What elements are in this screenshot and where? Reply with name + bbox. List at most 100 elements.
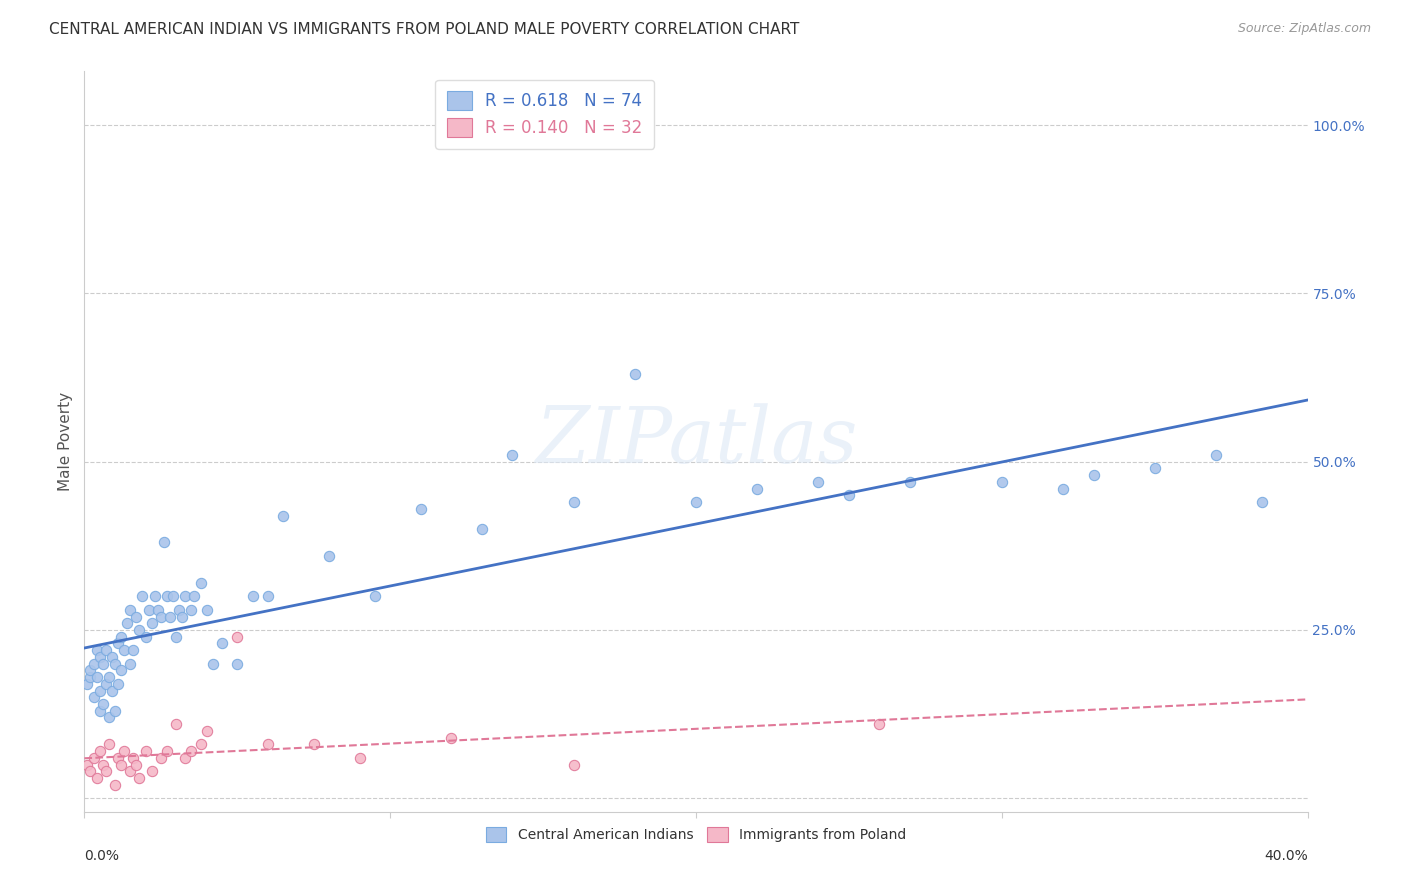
Point bbox=[349, 751, 371, 765]
Point bbox=[318, 549, 340, 563]
Point bbox=[83, 657, 105, 671]
Point bbox=[167, 603, 190, 617]
Point bbox=[112, 643, 135, 657]
Point bbox=[89, 649, 111, 664]
Point bbox=[104, 704, 127, 718]
Point bbox=[97, 710, 120, 724]
Point bbox=[86, 670, 108, 684]
Point bbox=[83, 751, 105, 765]
Text: Source: ZipAtlas.com: Source: ZipAtlas.com bbox=[1237, 22, 1371, 36]
Point bbox=[156, 744, 179, 758]
Point bbox=[110, 630, 132, 644]
Point bbox=[83, 690, 105, 705]
Point bbox=[156, 590, 179, 604]
Point bbox=[122, 751, 145, 765]
Point bbox=[86, 643, 108, 657]
Point bbox=[153, 535, 176, 549]
Point bbox=[107, 751, 129, 765]
Point bbox=[165, 630, 187, 644]
Point bbox=[190, 575, 212, 590]
Text: ZIPatlas: ZIPatlas bbox=[534, 403, 858, 480]
Point bbox=[685, 495, 707, 509]
Point bbox=[409, 501, 432, 516]
Point bbox=[97, 738, 120, 752]
Point bbox=[97, 670, 120, 684]
Point bbox=[1250, 495, 1272, 509]
Legend: Central American Indians, Immigrants from Poland: Central American Indians, Immigrants fro… bbox=[478, 821, 914, 849]
Point bbox=[138, 603, 160, 617]
Point bbox=[149, 751, 172, 765]
Point bbox=[1205, 448, 1227, 462]
Point bbox=[107, 677, 129, 691]
Point bbox=[91, 657, 114, 671]
Point bbox=[364, 590, 387, 604]
Point bbox=[104, 778, 127, 792]
Point bbox=[183, 590, 205, 604]
Point bbox=[125, 609, 148, 624]
Point bbox=[107, 636, 129, 650]
Text: CENTRAL AMERICAN INDIAN VS IMMIGRANTS FROM POLAND MALE POVERTY CORRELATION CHART: CENTRAL AMERICAN INDIAN VS IMMIGRANTS FR… bbox=[49, 22, 800, 37]
Point bbox=[149, 609, 172, 624]
Point bbox=[141, 764, 163, 779]
Point bbox=[101, 649, 124, 664]
Point bbox=[89, 683, 111, 698]
Point bbox=[174, 590, 197, 604]
Point bbox=[135, 744, 157, 758]
Point bbox=[747, 482, 769, 496]
Point bbox=[195, 723, 218, 738]
Point bbox=[174, 751, 197, 765]
Point bbox=[172, 609, 194, 624]
Point bbox=[201, 657, 224, 671]
Point bbox=[120, 764, 142, 779]
Point bbox=[898, 475, 921, 489]
Point bbox=[1083, 468, 1105, 483]
Point bbox=[120, 603, 142, 617]
Point bbox=[115, 616, 138, 631]
Point bbox=[131, 590, 153, 604]
Point bbox=[502, 448, 524, 462]
Point bbox=[195, 603, 218, 617]
Point bbox=[94, 643, 117, 657]
Point bbox=[226, 630, 249, 644]
Text: 0.0%: 0.0% bbox=[84, 849, 120, 863]
Point bbox=[101, 683, 124, 698]
Point bbox=[302, 738, 325, 752]
Point bbox=[1052, 482, 1074, 496]
Point bbox=[120, 657, 142, 671]
Point bbox=[869, 717, 891, 731]
Text: 40.0%: 40.0% bbox=[1264, 849, 1308, 863]
Point bbox=[79, 664, 101, 678]
Point bbox=[135, 630, 157, 644]
Point bbox=[79, 670, 101, 684]
Point bbox=[991, 475, 1014, 489]
Y-axis label: Male Poverty: Male Poverty bbox=[58, 392, 73, 491]
Point bbox=[257, 738, 280, 752]
Point bbox=[190, 738, 212, 752]
Point bbox=[146, 603, 169, 617]
Point bbox=[110, 757, 132, 772]
Point bbox=[76, 677, 98, 691]
Point bbox=[91, 697, 114, 711]
Point bbox=[110, 664, 132, 678]
Point bbox=[89, 704, 111, 718]
Point bbox=[79, 764, 101, 779]
Point bbox=[807, 475, 830, 489]
Point bbox=[112, 744, 135, 758]
Point bbox=[94, 677, 117, 691]
Point bbox=[440, 731, 463, 745]
Point bbox=[624, 368, 647, 382]
Point bbox=[86, 771, 108, 785]
Point bbox=[104, 657, 127, 671]
Point bbox=[143, 590, 166, 604]
Point bbox=[471, 522, 494, 536]
Point bbox=[122, 643, 145, 657]
Point bbox=[838, 488, 860, 502]
Point bbox=[257, 590, 280, 604]
Point bbox=[180, 744, 202, 758]
Point bbox=[141, 616, 163, 631]
Point bbox=[91, 757, 114, 772]
Point bbox=[180, 603, 202, 617]
Point bbox=[165, 717, 187, 731]
Point bbox=[125, 757, 148, 772]
Point bbox=[94, 764, 117, 779]
